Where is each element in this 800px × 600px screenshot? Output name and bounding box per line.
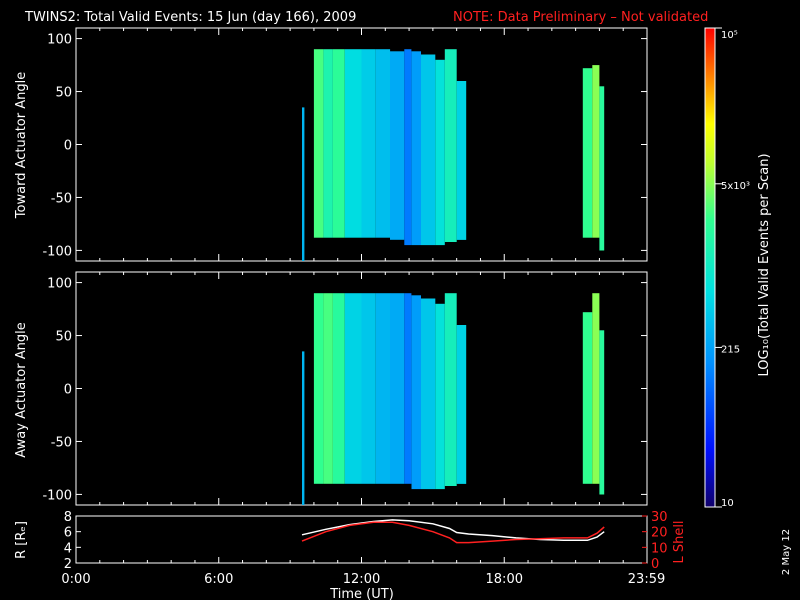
time-tick-label: 12:00 — [343, 572, 380, 587]
orbit-y-label: R [Rₑ] — [14, 521, 29, 559]
toward-band — [599, 86, 605, 251]
away-ytick-label: 50 — [55, 330, 72, 345]
colorbar-ticks: 10 215 5x10³ 10⁵ — [715, 27, 750, 509]
orbit-ytick-label: 4 — [64, 541, 72, 556]
away-band — [375, 293, 391, 484]
toward-band — [404, 49, 412, 246]
away-y-label: Away Actuator Angle — [14, 322, 29, 457]
l-shell-label: L Shell — [672, 520, 687, 563]
orbit-ytick-right-label: 0 — [651, 557, 659, 572]
colorbar: 10 215 5x10³ 10⁵ LOG₁₀(Total Valid Events p… — [704, 27, 772, 509]
toward-band — [456, 81, 467, 240]
away-band — [313, 293, 324, 484]
away-ytick-label: -50 — [51, 435, 72, 450]
toward-band — [582, 68, 593, 238]
toward-ytick-label: -100 — [42, 244, 72, 259]
toward-band — [435, 59, 445, 246]
toward-band — [375, 49, 391, 238]
away-band — [332, 293, 345, 484]
toward-band — [411, 51, 421, 246]
toward-band — [344, 49, 362, 238]
away-band — [344, 293, 362, 484]
toward-ytick-label: 100 — [47, 33, 72, 48]
orbit-ytick-right-label: 20 — [651, 526, 668, 541]
away-panel: 100 50 0 -50 -100 Away Actuator Angle — [14, 271, 648, 506]
x-axis-label: Time (UT) — [329, 587, 394, 600]
orbit-ytick-label: 2 — [64, 557, 72, 572]
date-stamp: 2 May 12 — [781, 529, 792, 575]
away-heatmap — [302, 293, 605, 505]
toward-band — [313, 49, 324, 238]
toward-band — [332, 49, 345, 238]
data-note: NOTE: Data Preliminary – Not validated — [453, 10, 708, 25]
away-ytick-label: -100 — [42, 488, 72, 503]
away-band — [323, 293, 333, 484]
away-band — [435, 303, 445, 490]
colorbar-tick-label: 215 — [721, 344, 740, 355]
toward-ytick-label: 50 — [55, 86, 72, 101]
colorbar-tick-label: 10 — [721, 498, 734, 509]
toward-y-label: Toward Actuator Angle — [14, 72, 29, 219]
away-band — [404, 293, 412, 484]
l-shell-line — [301, 521, 605, 544]
colorbar-tick-label: 5x10³ — [721, 181, 750, 192]
colorbar-label: LOG₁₀(Total Valid Events per Scan) — [757, 153, 772, 376]
away-band — [390, 293, 405, 484]
orbit-ytick-label: 6 — [64, 526, 72, 541]
toward-panel: 100 50 0 -50 -100 Toward Actuator Angle — [14, 27, 648, 262]
toward-ytick-label: 0 — [64, 139, 72, 154]
away-band — [456, 325, 467, 484]
radius-line — [301, 519, 605, 542]
away-band — [582, 312, 593, 484]
toward-band — [323, 49, 333, 238]
toward-ytick-label: -50 — [51, 191, 72, 206]
orbit-ytick-label: 8 — [64, 510, 72, 525]
away-band — [361, 293, 376, 484]
toward-band — [361, 49, 376, 238]
toward-y-ticks: 100 50 0 -50 -100 — [42, 28, 648, 261]
away-band — [444, 293, 457, 486]
away-band — [421, 298, 436, 490]
orbit-ytick-right-label: 10 — [651, 541, 668, 556]
orbit-ytick-right-label: 30 — [651, 510, 668, 525]
away-band — [599, 330, 605, 495]
away-band — [592, 293, 600, 484]
away-band — [302, 351, 305, 505]
away-ytick-label: 100 — [47, 277, 72, 292]
toward-band — [302, 107, 305, 262]
time-tick-label: 6:00 — [204, 572, 233, 587]
toward-band — [444, 49, 457, 243]
time-axis-ticks: 0:00 6:00 12:00 18:00 23:59 — [61, 557, 665, 587]
time-tick-label: 18:00 — [486, 572, 523, 587]
toward-heatmap — [302, 49, 605, 262]
orbit-lines — [301, 519, 605, 544]
away-y-ticks: 100 50 0 -50 -100 — [42, 272, 648, 505]
colorbar-tick-label: 10⁵ — [721, 30, 738, 41]
plot-title: TWINS2: Total Valid Events: 15 Jun (day … — [24, 10, 356, 25]
toward-band — [592, 65, 600, 238]
time-tick-label: 23:59 — [628, 572, 665, 587]
toward-band — [421, 54, 436, 246]
time-tick-label: 0:00 — [61, 572, 90, 587]
away-band — [411, 295, 421, 490]
away-ytick-label: 0 — [64, 383, 72, 398]
toward-band — [390, 51, 405, 240]
